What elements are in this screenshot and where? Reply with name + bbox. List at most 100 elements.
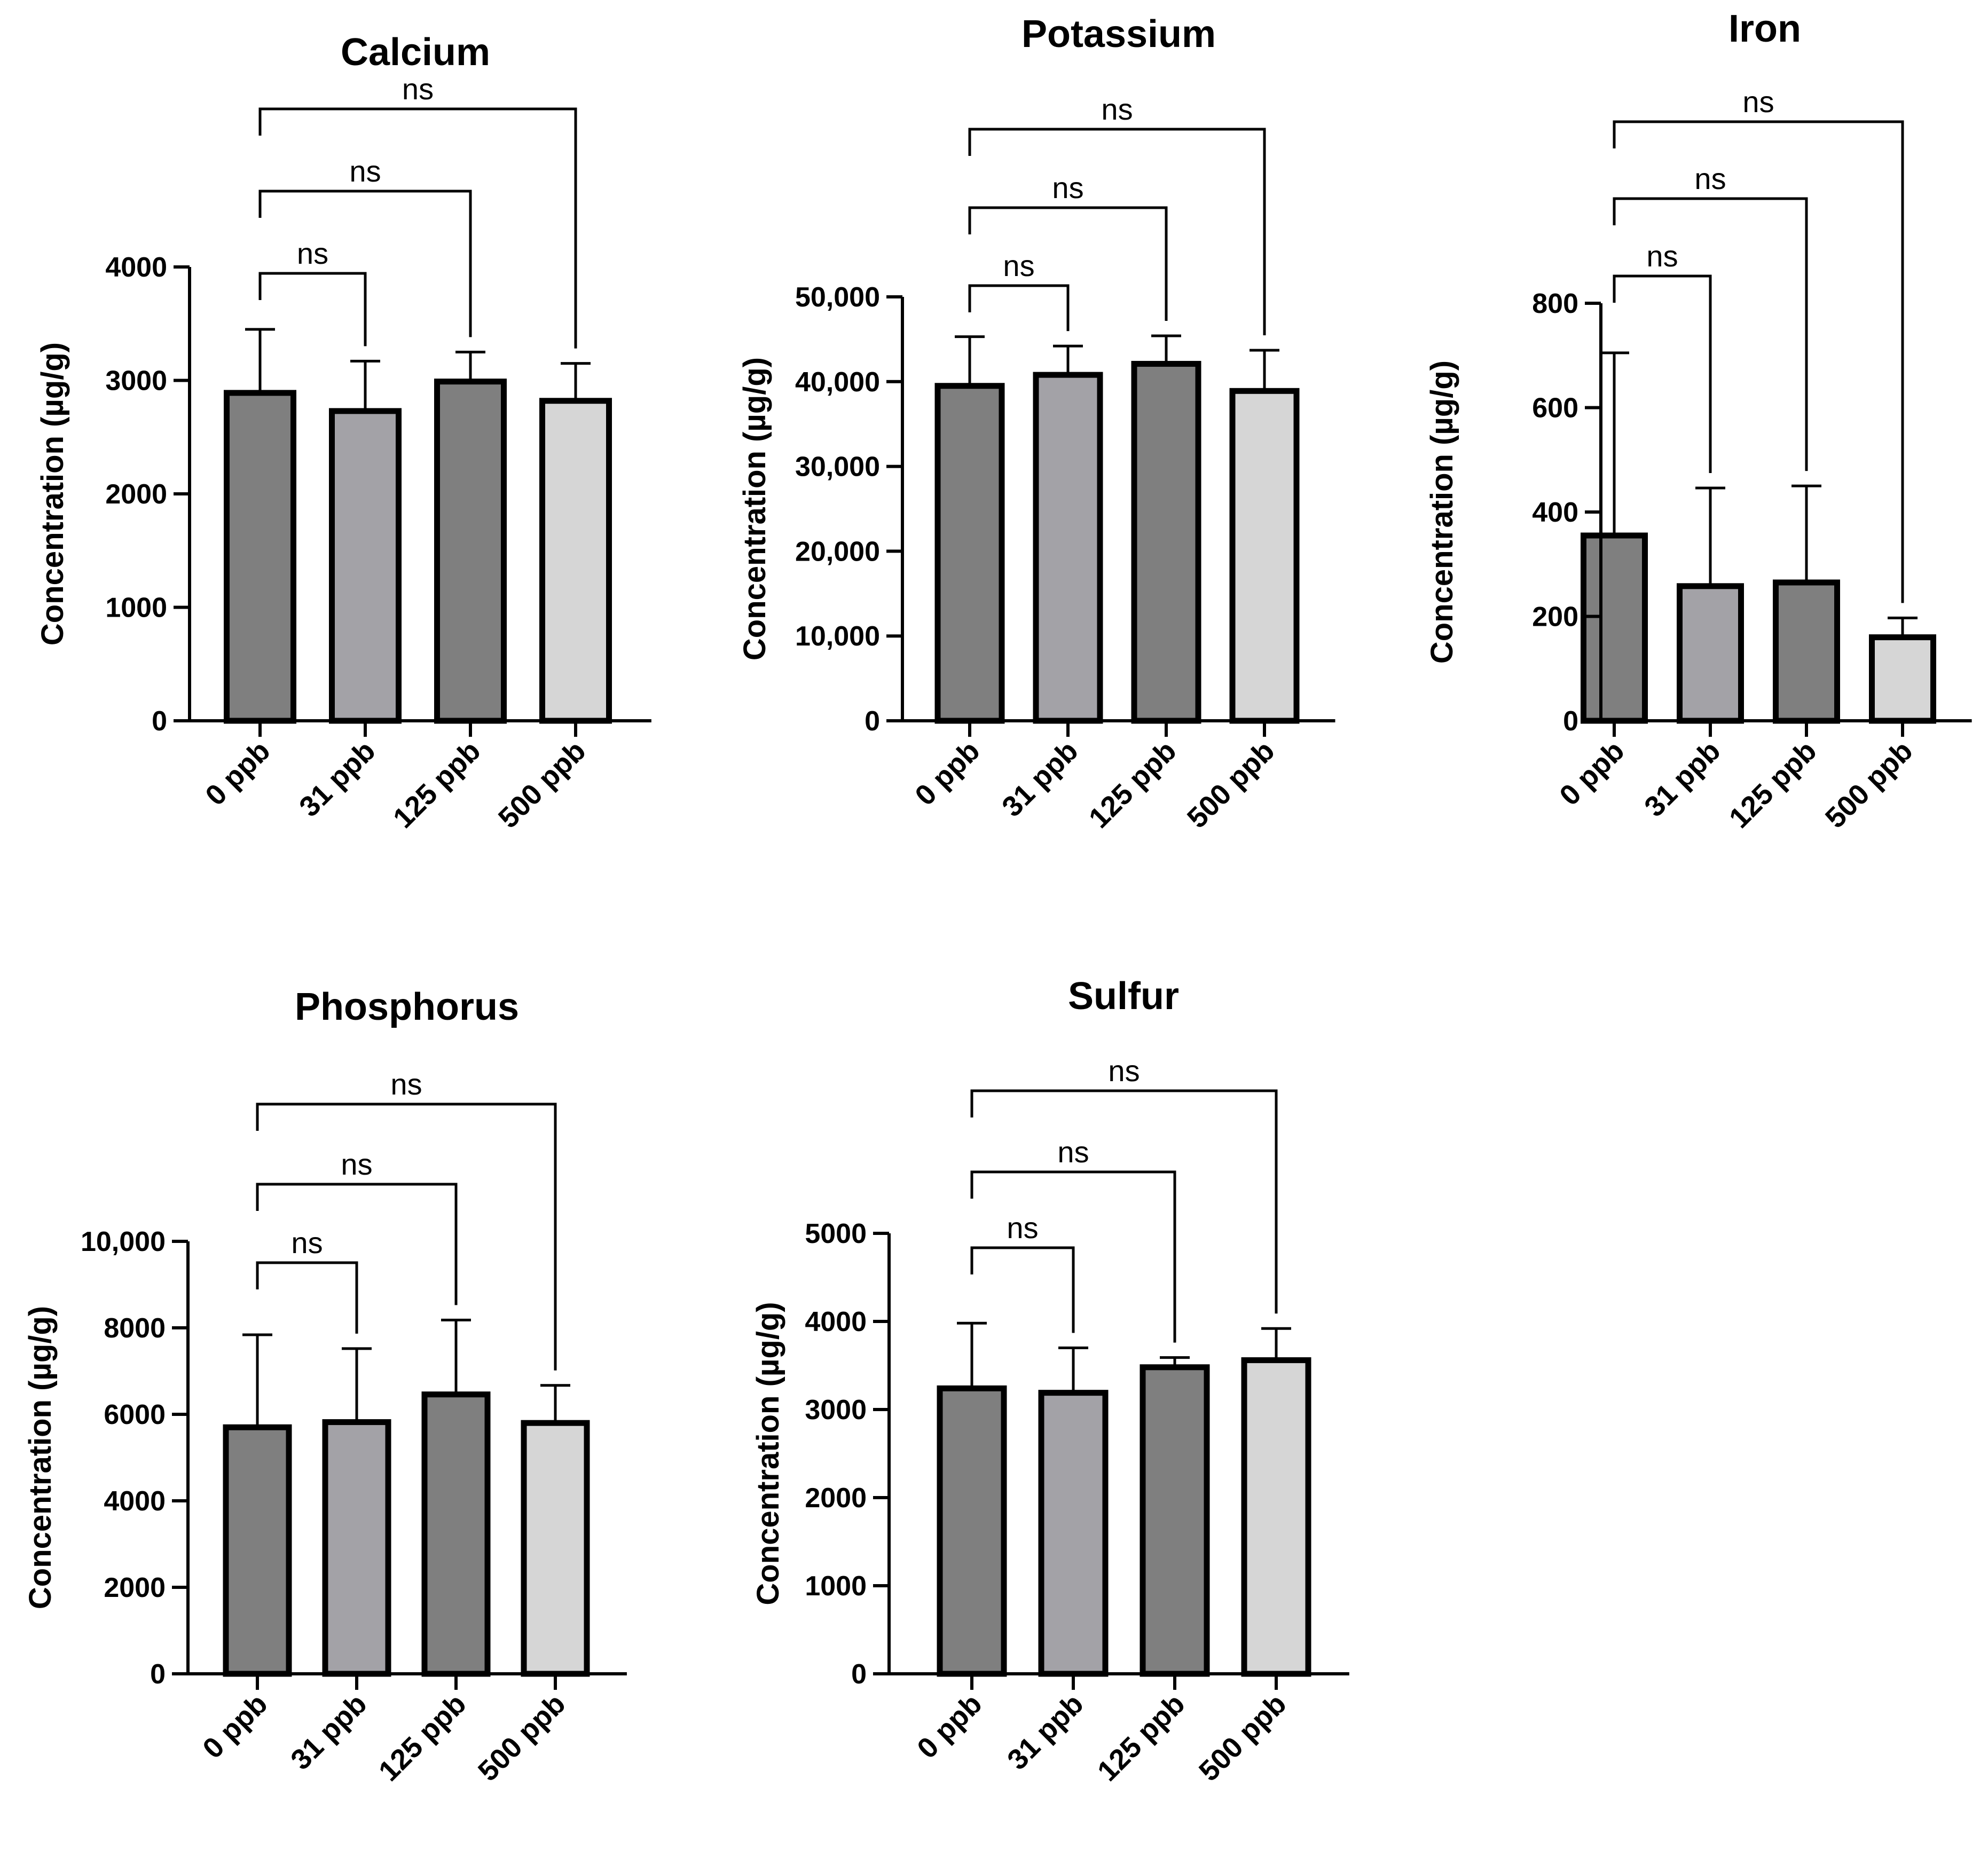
y-tick-label: 0 xyxy=(152,706,167,737)
significance-label: ns xyxy=(291,1226,323,1259)
significance-bracket xyxy=(258,190,472,337)
chart-title: Calcium xyxy=(341,31,490,74)
x-tick-label: 0 ppb xyxy=(911,1688,988,1765)
y-tick-label: 3000 xyxy=(805,1395,867,1426)
bar-500-ppb xyxy=(1229,388,1300,724)
y-tick-label: 2000 xyxy=(805,1483,867,1514)
bar-31-ppb xyxy=(329,408,402,724)
significance-label: ns xyxy=(1003,249,1034,282)
y-axis-label: Concentration (µg/g) xyxy=(737,357,772,660)
x-tick-label: 500 ppb xyxy=(472,1688,572,1788)
bar-500-ppb xyxy=(539,398,612,724)
x-tick-label: 500 ppb xyxy=(1193,1688,1293,1788)
x-tick-label: 31 ppb xyxy=(1638,735,1726,823)
y-tick-label: 2000 xyxy=(104,1572,166,1603)
y-tick-label: 1000 xyxy=(805,1571,867,1602)
chart-panel-calcium: Calcium Concentration (µg/g) 0 1000 2000 3000… xyxy=(35,31,651,835)
y-tick-label: 0 xyxy=(150,1659,166,1690)
y-axis-label: Concentration (µg/g) xyxy=(35,342,70,645)
significance-label: ns xyxy=(341,1147,372,1181)
significance-bracket xyxy=(970,1246,1075,1333)
significance-label: ns xyxy=(1007,1211,1038,1245)
x-tick-label: 125 ppb xyxy=(373,1688,473,1788)
chart-title: Sulfur xyxy=(1068,975,1179,1018)
y-tick-label: 30,000 xyxy=(795,452,880,483)
y-tick-label: 5000 xyxy=(805,1218,867,1249)
bar-0-ppb xyxy=(223,1424,292,1677)
x-tick-label: 0 ppb xyxy=(197,1688,273,1765)
x-tick-label: 31 ppb xyxy=(996,735,1084,823)
significance-bracket xyxy=(256,1183,458,1305)
y-tick-label: 1000 xyxy=(105,593,167,624)
y-tick-label: 0 xyxy=(865,706,880,737)
y-tick-label: 400 xyxy=(1532,497,1578,528)
x-tick-label: 125 ppb xyxy=(1723,735,1823,835)
bar-31-ppb xyxy=(322,1419,391,1677)
y-tick-label: 0 xyxy=(1563,706,1578,737)
significance-bracket xyxy=(1613,197,1808,471)
y-axis-label: Concentration (µg/g) xyxy=(23,1306,58,1609)
y-tick-label: 8000 xyxy=(104,1313,166,1344)
bar-500-ppb xyxy=(1869,634,1936,724)
significance-bracket xyxy=(968,284,1070,332)
bar-500-ppb xyxy=(521,1420,590,1677)
significance-bracket xyxy=(1613,120,1904,603)
significance-label: ns xyxy=(1646,239,1678,273)
significance-label: ns xyxy=(390,1067,422,1101)
significance-label: ns xyxy=(1742,85,1774,119)
significance-bracket xyxy=(258,272,367,347)
y-tick-label: 3000 xyxy=(105,366,167,397)
y-tick-label: 10,000 xyxy=(795,621,880,652)
bar-0-ppb xyxy=(224,390,296,724)
y-tick-label: 40,000 xyxy=(795,367,880,398)
chart-title: Phosphorus xyxy=(295,986,519,1028)
significance-label: ns xyxy=(402,72,434,106)
significance-bracket xyxy=(256,1261,358,1334)
significance-label: ns xyxy=(1108,1054,1140,1088)
significance-bracket xyxy=(968,206,1168,321)
y-tick-label: 10,000 xyxy=(81,1226,166,1257)
bar-125-ppb xyxy=(1773,579,1840,724)
bar-31-ppb xyxy=(1038,1390,1109,1677)
significance-label: ns xyxy=(349,154,381,188)
y-axis-label: Concentration (µg/g) xyxy=(751,1302,785,1605)
y-tick-label: 800 xyxy=(1532,288,1578,319)
x-tick-label: 500 ppb xyxy=(1181,735,1281,835)
x-tick-label: 500 ppb xyxy=(492,735,592,835)
x-tick-label: 31 ppb xyxy=(285,1688,373,1776)
y-axis-label: Concentration (µg/g) xyxy=(1425,360,1459,664)
x-tick-label: 31 ppb xyxy=(293,735,381,823)
significance-bracket xyxy=(968,128,1266,336)
bar-0-ppb xyxy=(934,383,1005,724)
bar-125-ppb xyxy=(421,1391,491,1677)
x-tick-label: 125 ppb xyxy=(1083,735,1183,835)
bar-125-ppb xyxy=(1140,1364,1210,1677)
chart-title: Iron xyxy=(1728,7,1801,50)
y-tick-label: 4000 xyxy=(105,252,167,283)
chart-panel-phosphorus: Phosphorus Concentration (µg/g) 0 2000 4000 6… xyxy=(23,986,627,1788)
significance-label: ns xyxy=(1101,92,1133,126)
bar-0-ppb xyxy=(1581,532,1648,724)
bar-31-ppb xyxy=(1677,583,1744,724)
bar-31-ppb xyxy=(1033,372,1103,724)
y-tick-label: 50,000 xyxy=(795,282,880,313)
significance-label: ns xyxy=(1052,171,1083,204)
y-tick-label: 2000 xyxy=(105,479,167,510)
bar-0-ppb xyxy=(937,1385,1007,1677)
y-tick-label: 4000 xyxy=(805,1306,867,1337)
significance-bracket xyxy=(258,107,577,349)
significance-label: ns xyxy=(1694,162,1726,195)
significance-label: ns xyxy=(297,237,328,270)
y-tick-label: 6000 xyxy=(104,1399,166,1430)
x-tick-label: 0 ppb xyxy=(199,735,276,812)
chart-title: Potassium xyxy=(1021,13,1216,56)
y-tick-label: 200 xyxy=(1532,602,1578,633)
x-tick-label: 31 ppb xyxy=(1001,1688,1089,1776)
significance-bracket xyxy=(1613,274,1712,474)
chart-panel-iron: Iron Concentration (µg/g) 0 200 400 600 800 0 p… xyxy=(1425,7,1972,835)
x-tick-label: 0 ppb xyxy=(1553,735,1630,812)
x-tick-label: 125 ppb xyxy=(387,735,487,835)
bar-125-ppb xyxy=(1131,360,1201,724)
bar-125-ppb xyxy=(434,379,507,724)
y-tick-label: 600 xyxy=(1532,393,1578,424)
